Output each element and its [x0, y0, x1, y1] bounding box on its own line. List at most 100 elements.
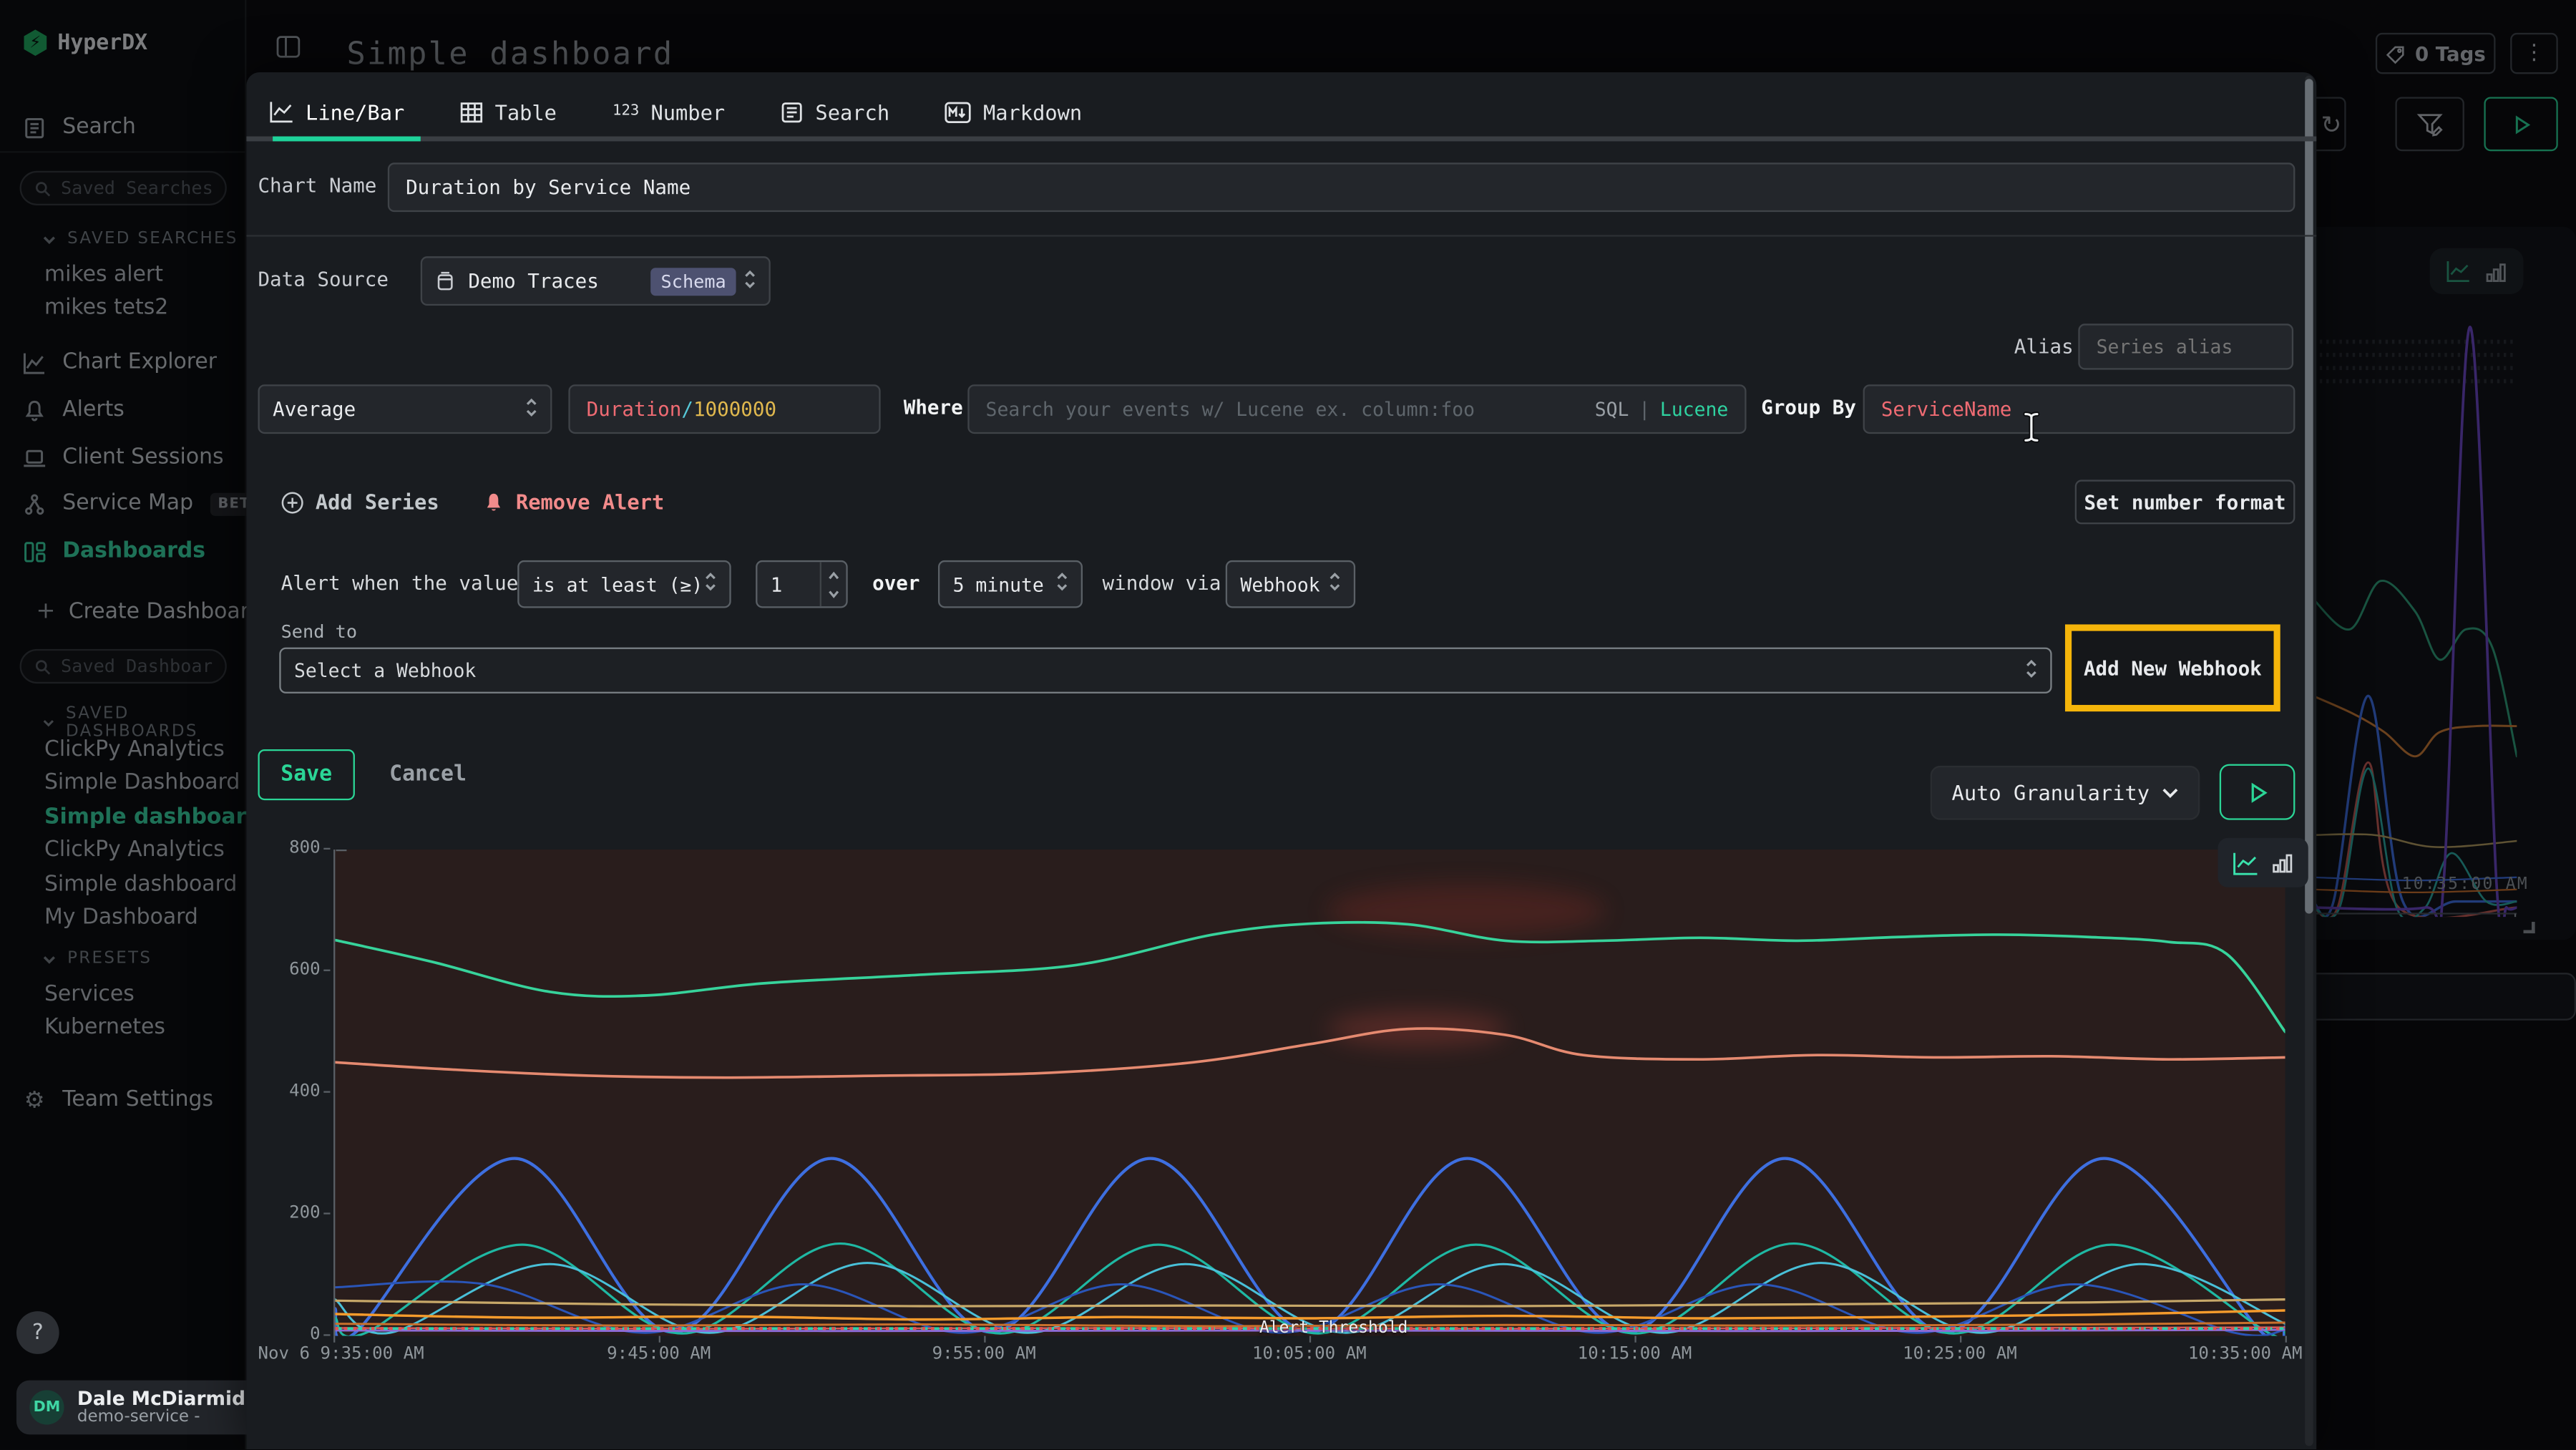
alert-channel-select[interactable]: Webhook: [1225, 560, 1356, 608]
sidebar-item-search[interactable]: Search: [23, 115, 136, 140]
sidebar-item-alerts[interactable]: Alerts: [23, 398, 125, 422]
laptop-icon: [23, 446, 46, 469]
scrollbar-thumb[interactable]: [2305, 79, 2313, 914]
filter-edit-icon: [2416, 113, 2443, 136]
sidebar-item-team-settings[interactable]: ⚙ Team Settings: [24, 1086, 214, 1114]
alert-condition-select[interactable]: is at least (≥): [517, 560, 731, 608]
preset-item[interactable]: Kubernetes: [44, 1015, 165, 1041]
plus-icon: +: [36, 598, 56, 625]
window-via-label: window via: [1102, 571, 1221, 595]
tab-markdown[interactable]: Markdown: [945, 99, 1082, 124]
sidebar-item-dashboards[interactable]: Dashboards: [23, 539, 205, 564]
set-number-format-button[interactable]: Set number format: [2074, 480, 2296, 525]
save-button[interactable]: Save: [258, 749, 355, 801]
presets-header[interactable]: PRESETS: [43, 950, 152, 968]
tutorial-highlight-box: Add New Webhook: [2064, 624, 2280, 712]
avatar: DM: [29, 1390, 64, 1425]
webhook-select[interactable]: Select a Webhook: [279, 647, 2052, 694]
select-updown-icon: [526, 396, 537, 421]
filter-button[interactable]: [2395, 97, 2464, 152]
sidebar: ⚡ HyperDX Search Saved Searches SAVED SE…: [0, 0, 269, 1450]
line-chart-icon: [2233, 852, 2258, 875]
magnifier-icon: [34, 651, 51, 682]
saved-dashboard-item[interactable]: Simple dashboard: [44, 872, 238, 897]
schema-badge: Schema: [650, 267, 736, 296]
tab-table[interactable]: Table: [460, 99, 557, 124]
tab-number[interactable]: 123 Number: [613, 99, 726, 125]
tags-button[interactable]: 0 Tags: [2375, 32, 2496, 74]
markdown-icon: [945, 101, 972, 122]
select-updown-icon: [1329, 572, 1340, 596]
x-tick-label: 10:15:00 AM: [1577, 1344, 1692, 1364]
service-map-icon: [23, 492, 46, 515]
user-subtitle: demo-service -: [77, 1408, 200, 1426]
gear-icon: ⚙: [24, 1086, 45, 1114]
where-search-input[interactable]: Search your events w/ Lucene ex. column:…: [967, 384, 1747, 434]
sidebar-item-chart-explorer[interactable]: Chart Explorer: [23, 350, 217, 374]
modal-scrollbar[interactable]: [2305, 75, 2313, 1446]
alert-window-select[interactable]: 5 minute: [937, 560, 1083, 608]
tile-resize-handle[interactable]: [2523, 922, 2535, 934]
chevron-down-icon: [43, 720, 54, 727]
x-tick-label: 9:55:00 AM: [932, 1344, 1036, 1364]
series-alias-input[interactable]: [2078, 323, 2294, 370]
granularity-select[interactable]: Auto Granularity: [1930, 765, 2200, 820]
saved-dashboard-item[interactable]: ClickPy Analytics: [44, 737, 225, 763]
preset-item[interactable]: Services: [44, 982, 135, 1008]
saved-search-item[interactable]: mikes alert: [44, 263, 163, 288]
alias-label: Alias: [2014, 335, 2074, 359]
search-doc-icon: [23, 116, 46, 139]
add-new-webhook-button[interactable]: Add New Webhook: [2083, 656, 2262, 680]
saved-search-item[interactable]: mikes tets2: [44, 296, 169, 321]
cancel-button[interactable]: Cancel: [389, 762, 467, 787]
table-icon: [461, 102, 483, 122]
add-series-button[interactable]: Add Series: [281, 490, 439, 515]
chevron-down-icon: [43, 235, 55, 243]
brand[interactable]: ⚡ HyperDX: [23, 29, 148, 57]
y-tick-label: 800: [258, 838, 331, 857]
saved-dashboard-item-active[interactable]: Simple dashboard: [44, 805, 262, 830]
saved-dashboards-input[interactable]: Saved Dashboards: [19, 648, 227, 684]
saved-searches-placeholder: Saved Searches: [60, 177, 213, 199]
alert-prefix-label: Alert when the value: [280, 571, 519, 595]
remove-alert-button[interactable]: Remove Alert: [483, 490, 664, 515]
data-source-select[interactable]: Demo Traces Schema: [420, 256, 771, 306]
create-dashboard-button[interactable]: + Create Dashboard: [36, 598, 263, 625]
chart-type-toggle[interactable]: [2218, 837, 2308, 887]
tab-search[interactable]: Search: [781, 99, 889, 124]
group-by-input[interactable]: ServiceName: [1863, 384, 2296, 434]
number-stepper[interactable]: [819, 562, 840, 607]
saved-dashboards-header[interactable]: SAVED DASHBOARDS: [43, 705, 245, 741]
collapse-sidebar-button[interactable]: [276, 34, 301, 66]
chevron-down-icon: [2162, 788, 2178, 798]
tag-icon: [2386, 45, 2404, 64]
send-to-label: Send to: [280, 621, 358, 643]
chart-name-input[interactable]: [387, 162, 2296, 213]
chart-type-toggle-behind[interactable]: [2429, 248, 2524, 294]
plot-area[interactable]: Alert Threshold: [333, 849, 2285, 1338]
sql-mode[interactable]: SQL: [1594, 397, 1629, 421]
kebab-menu-button[interactable]: ⋮: [2510, 32, 2558, 74]
saved-searches-input[interactable]: Saved Searches: [19, 170, 227, 205]
run-query-button[interactable]: [2219, 764, 2296, 820]
field-expression-input[interactable]: Duration/1000000: [568, 384, 881, 434]
saved-dashboard-item[interactable]: My Dashboard: [44, 905, 198, 930]
select-updown-icon: [1056, 572, 1068, 596]
saved-dashboard-item[interactable]: ClickPy Analytics: [44, 837, 225, 863]
sidebar-item-client-sessions[interactable]: Client Sessions: [23, 445, 224, 470]
aggregation-select[interactable]: Average: [258, 384, 552, 434]
alert-threshold-input[interactable]: 1: [756, 560, 848, 608]
play-button-top[interactable]: [2484, 97, 2558, 152]
chart-svg: [335, 849, 2285, 1336]
bell-icon: [23, 399, 46, 422]
saved-searches-header[interactable]: SAVED SEARCHES: [43, 230, 238, 248]
number-123-icon: 123: [613, 103, 640, 120]
refresh-icon: ↻: [2321, 109, 2342, 140]
help-button[interactable]: ?: [16, 1311, 59, 1354]
user-name: Dale McDiarmid: [77, 1386, 245, 1410]
saved-dashboard-item[interactable]: Simple Dashboard: [44, 770, 240, 796]
brand-name: HyperDX: [57, 30, 148, 55]
lucene-mode[interactable]: Lucene: [1659, 397, 1729, 421]
tab-line-bar[interactable]: Line/Bar: [270, 99, 404, 124]
bell-icon: [487, 492, 501, 510]
